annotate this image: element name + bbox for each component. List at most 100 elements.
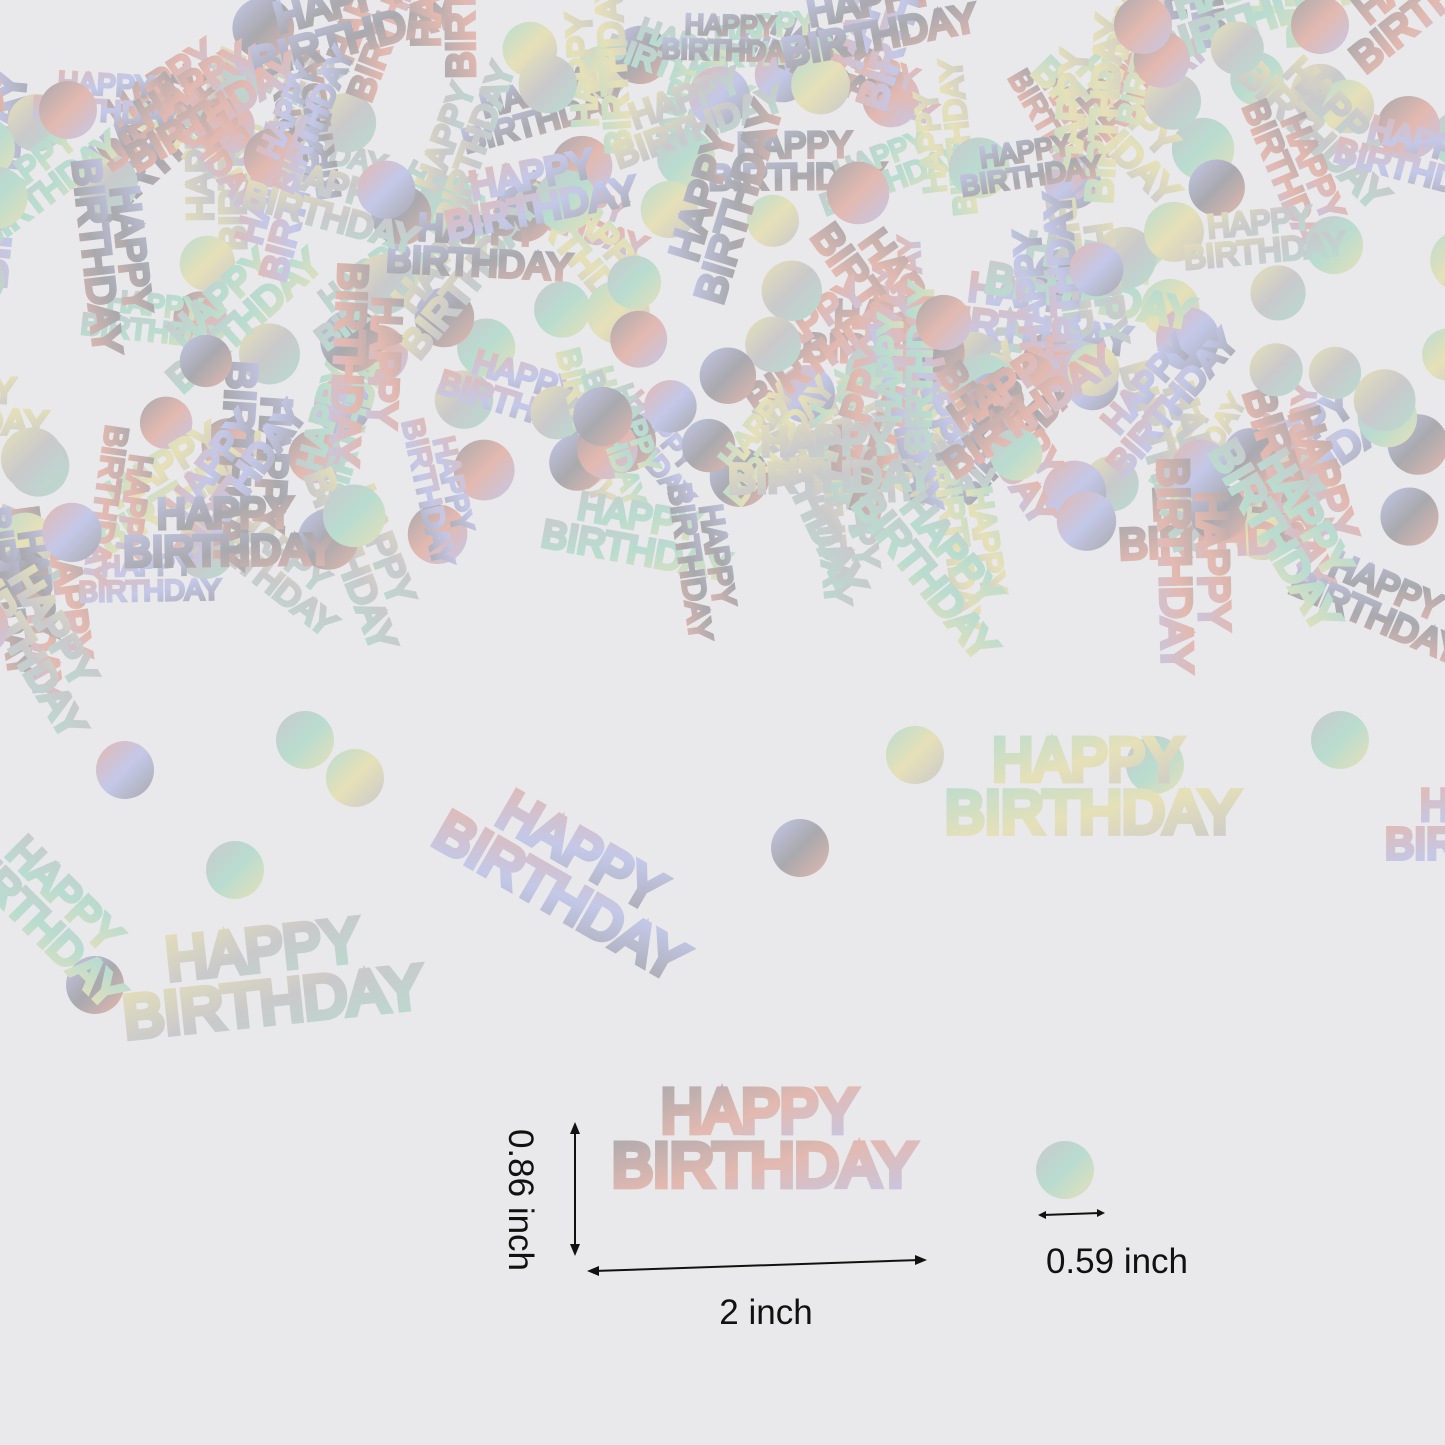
width-arrow [587,1255,927,1276]
confetti-dot [1114,0,1172,54]
confetti-dot [1067,344,1120,397]
confetti-dot [39,81,97,139]
confetti-dot [434,370,494,429]
confetti-dot [1430,234,1445,287]
confetti-word-text: BIRTHDAY [945,780,1240,845]
confetti-dot [1056,491,1117,551]
confetti-word-text: HAPPY [661,1077,857,1145]
confetti-dot [699,347,757,404]
confetti-dot [610,25,670,85]
confetti-dot [1210,21,1264,75]
confetti-word-text: HAPPY [245,396,301,533]
dimension-arrows [570,1122,1105,1276]
confetti-dot [518,54,578,114]
dot-width-arrow [1038,1209,1105,1219]
confetti-word-text: HAPPY [713,5,816,47]
confetti-word-text: HAPPY [848,435,962,480]
confetti-word-text: HAPPY [0,365,16,411]
confetti-dot [657,128,715,187]
confetti-dot [965,372,1024,431]
dot-diameter-label: 0.59 inch [1045,1242,1189,1281]
confetti-word-text: HAPPY [760,416,894,464]
confetti-word-text: BIRTHDAY [120,953,426,1051]
confetti-dot [1126,736,1184,794]
confetti-word-text: HAPPY [359,296,411,429]
confetti-dot [139,396,193,450]
confetti-dot [453,439,515,501]
confetti-dot [644,380,697,433]
confetti-dot [1376,95,1441,160]
confetti-word-text: HAPPY [157,489,294,538]
confetti-dot [1265,449,1329,513]
confetti-dot [777,365,835,423]
confetti-dot [791,55,850,115]
confetti-dot [746,194,800,247]
confetti-dot [326,749,384,807]
confetti-word-text: HAPPY [684,9,776,42]
confetti-dot [232,0,295,59]
confetti-dot [845,345,898,398]
confetti-dot [357,160,416,219]
confetti-dot [313,377,371,435]
confetti-dot [1291,0,1349,54]
confetti-dot [42,502,102,563]
confetti-dot [322,484,386,548]
confetti-word-text: HAPPY [870,313,910,423]
confetti-word-text: BIRTHDAY [438,0,484,78]
height-label: 0.86 inch [501,1128,540,1272]
confetti-dot [640,180,698,239]
confetti-dot [66,956,124,1014]
confetti-word-text: HAPPY [993,728,1183,793]
confetti-dot [761,260,822,321]
confetti-dot [771,819,829,877]
confetti-dot [179,235,236,292]
confetti-dot [416,175,479,237]
confetti-dot [1311,711,1369,769]
confetti-word-text: BIRTHDAY [0,0,11,117]
confetti-dot [76,152,138,215]
confetti-word-text: BIRTHDAY [612,1131,916,1199]
confetti-word-text: HAPPY [737,125,852,166]
confetti-dot [1250,265,1306,321]
confetti-dot [530,386,584,440]
confetti-dot [0,166,28,229]
confetti-dot [534,169,597,232]
confetti-pile: HAPPYBIRTHDAYHAPPYBIRTHDAYHAPPYBIRTHDAYH… [0,0,1445,748]
confetti-dot [276,711,334,769]
confetti-dot [1188,159,1245,216]
confetti-dot [1422,328,1445,381]
confetti-dot [1156,307,1220,371]
confetti-dot [320,309,384,373]
confetti-dot [1222,428,1278,483]
confetti-dot [573,386,633,447]
confetti-dot [0,547,49,603]
confetti-dot [886,726,944,784]
confetti-dot [915,294,972,351]
confetti-word-text: HAPPY [417,205,539,253]
confetti-word-text: BIRTHDAY [1385,821,1445,869]
confetti-word-text: BIRTHDAY [661,33,803,68]
confetti-dot [0,262,5,296]
confetti-dot [316,93,377,153]
confetti-dot [201,418,257,474]
confetti-dot [1144,201,1204,262]
confetti-dot [1069,242,1124,297]
confetti-dot [1036,1141,1094,1199]
confetti-dot [198,98,255,155]
confetti-dot [407,504,468,564]
confetti-word-text: BIRTHDAY [1148,457,1201,673]
confetti-dot [534,281,591,338]
confetti-dot [1249,343,1303,397]
confetti-word-text: BIRTHDAY [123,525,335,575]
confetti-dot [288,429,343,484]
